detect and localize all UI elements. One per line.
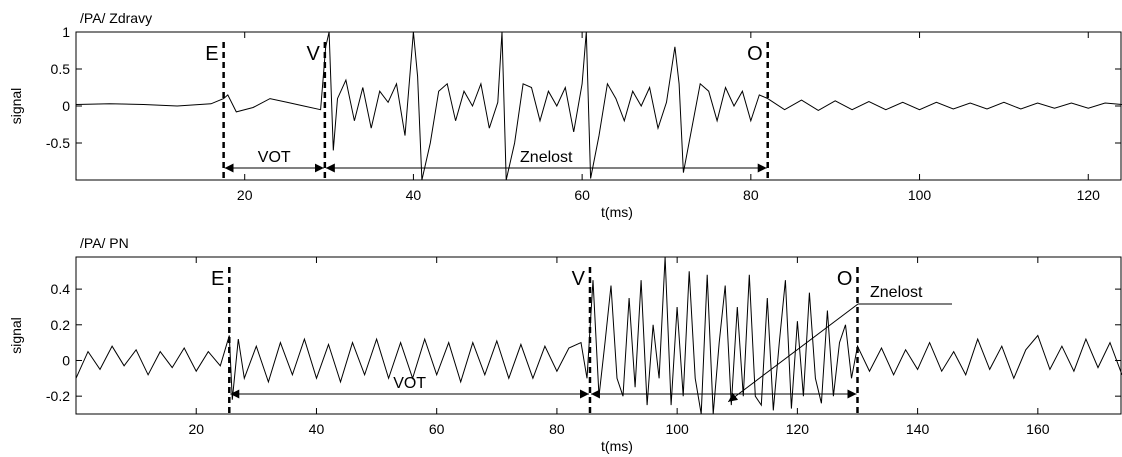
y-tick-label: 0 xyxy=(62,98,70,114)
span-label: VOT xyxy=(258,149,291,166)
x-tick-label: 140 xyxy=(906,421,930,437)
y-tick-label: 1 xyxy=(62,24,70,40)
event-marker-label: E xyxy=(205,43,218,65)
annotation-label: Znelost xyxy=(870,284,923,301)
x-tick-label: 20 xyxy=(188,421,204,437)
y-tick-label: 0.5 xyxy=(51,61,71,77)
y-tick-label: 0 xyxy=(62,352,70,368)
span-label: Znelost xyxy=(520,149,573,166)
y-tick-label: -0.2 xyxy=(46,388,70,404)
y-axis-label: signal xyxy=(8,317,24,354)
x-tick-label: 60 xyxy=(429,421,445,437)
y-tick-label: 0.2 xyxy=(51,317,71,333)
annotation-pointer xyxy=(727,303,859,403)
x-tick-label: 80 xyxy=(743,187,759,203)
x-tick-label: 100 xyxy=(665,421,689,437)
event-marker-label: V xyxy=(307,43,321,65)
span-label: VOT xyxy=(393,375,426,392)
chart-panel-bottom: /PA/ PN signal t(ms) 20 40 60 80 100 120 140 160 -0… xyxy=(8,235,1122,454)
x-tick-label: 20 xyxy=(237,187,253,203)
x-tick-label: 60 xyxy=(574,187,590,203)
chart-title: /PA/ Zdravy xyxy=(80,10,152,26)
x-tick-label: 40 xyxy=(406,187,422,203)
x-tick-label: 80 xyxy=(549,421,565,437)
x-tick-label: 100 xyxy=(908,187,932,203)
event-marker-label: O xyxy=(837,268,853,290)
y-axis-label: signal xyxy=(8,88,24,125)
chart-title: /PA/ PN xyxy=(80,235,129,251)
x-tick-label: 40 xyxy=(309,421,325,437)
chart-panel-top: /PA/ Zdravy signal t(ms) 20 40 60 80 100 120 -0.5… xyxy=(8,10,1122,220)
signal-series-line xyxy=(76,257,1122,414)
x-tick-label: 160 xyxy=(1026,421,1050,437)
x-tick-label: 120 xyxy=(1077,187,1101,203)
x-axis-label: t(ms) xyxy=(601,438,633,454)
event-marker-label: E xyxy=(211,268,224,290)
y-tick-label: 0.4 xyxy=(51,281,71,297)
axes-frame xyxy=(75,31,1122,181)
x-tick-label: 120 xyxy=(786,421,810,437)
axes-frame xyxy=(75,256,1122,415)
y-tick-label: -0.5 xyxy=(46,135,70,151)
event-marker-label: O xyxy=(747,43,763,65)
event-marker-label: V xyxy=(572,268,586,290)
signal-series-line xyxy=(76,32,1122,180)
x-axis-label: t(ms) xyxy=(601,204,633,220)
